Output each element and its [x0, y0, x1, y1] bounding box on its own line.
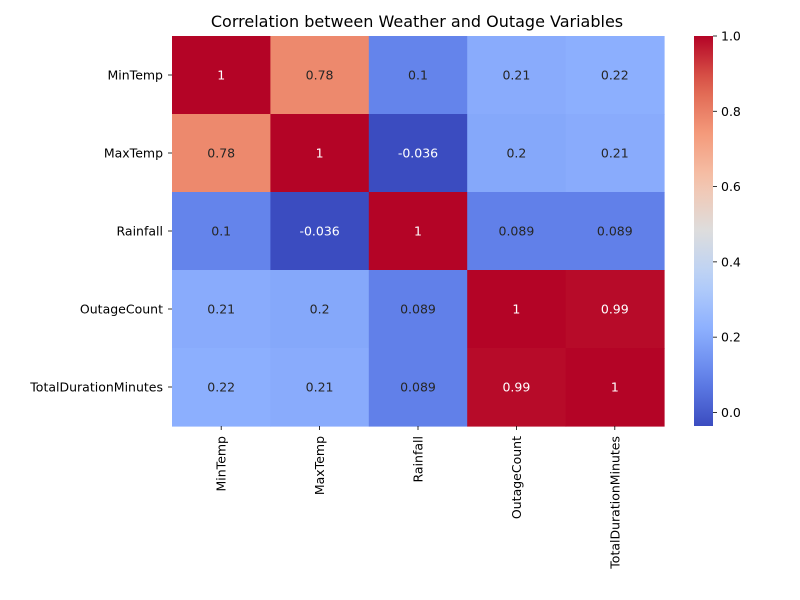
- y-axis-ticks: MinTemp MaxTemp Rainfall OutageCount TotalDu…: [29, 68, 172, 395]
- cell-value-label: 0.089: [400, 302, 436, 317]
- heatmap-cell-MinTemp-MaxTemp: [270, 36, 370, 115]
- heatmap-cell-Rainfall-MaxTemp: [270, 192, 370, 271]
- cell-value-label: 0.089: [597, 224, 633, 239]
- heatmap-cell-MinTemp-OutageCount: [467, 36, 567, 115]
- x-axis-ticks: MinTemp MaxTemp Rainfall OutageCount TotalDu…: [214, 426, 622, 570]
- cell-value-label: 1: [217, 68, 225, 83]
- heatmap-cell-Rainfall-MinTemp: [172, 192, 271, 271]
- heatmap-cell-TotalDurationMinutes-MaxTemp: [270, 348, 370, 427]
- colorbar-tick-label: 0.6: [721, 179, 741, 194]
- heatmap-cell-Rainfall-OutageCount: [467, 192, 567, 271]
- colorbar-ticks: 0.0 0.2 0.4 0.6 0.8 1.0: [713, 29, 741, 420]
- y-tick-label: MaxTemp: [104, 146, 163, 161]
- y-tick-label: Rainfall: [117, 224, 163, 239]
- colorbar-tick-label: 1.0: [721, 29, 741, 44]
- heatmap-cell-TotalDurationMinutes-MinTemp: [172, 348, 271, 427]
- cell-value-label: 0.21: [601, 146, 629, 161]
- x-tick-label: OutageCount: [509, 436, 524, 519]
- heatmap-cell-MaxTemp-Rainfall: [368, 114, 468, 193]
- cell-value-label: 0.22: [207, 380, 235, 395]
- heatmap-cell-MinTemp-MinTemp: [172, 36, 271, 115]
- heatmap-cell-MinTemp-Rainfall: [368, 36, 468, 115]
- heatmap-cell-OutageCount-Rainfall: [368, 270, 468, 349]
- heatmap-cell-MaxTemp-MinTemp: [172, 114, 271, 193]
- x-tick-label: Rainfall: [411, 436, 426, 482]
- cell-value-label: 0.089: [499, 224, 535, 239]
- heatmap-cell-OutageCount-OutageCount: [467, 270, 567, 349]
- y-tick-label: TotalDurationMinutes: [29, 380, 163, 395]
- cell-value-label: 1: [611, 380, 619, 395]
- cell-value-label: 0.78: [306, 68, 334, 83]
- heatmap-cell-MinTemp-TotalDurationMinutes: [565, 36, 665, 115]
- chart-title: Correlation between Weather and Outage V…: [211, 12, 623, 31]
- heatmap-cell-TotalDurationMinutes-OutageCount: [467, 348, 567, 427]
- colorbar-tick-label: 0.0: [721, 405, 741, 420]
- heatmap-cell-Rainfall-TotalDurationMinutes: [565, 192, 665, 271]
- heatmap-cell-Rainfall-Rainfall: [368, 192, 468, 271]
- cell-value-label: 0.21: [502, 68, 530, 83]
- heatmap-cell-MaxTemp-OutageCount: [467, 114, 567, 193]
- heatmap-cell-OutageCount-TotalDurationMinutes: [565, 270, 665, 349]
- cell-value-label: 0.99: [502, 380, 530, 395]
- heatmap-cell-MaxTemp-MaxTemp: [270, 114, 370, 193]
- y-tick-label: MinTemp: [108, 68, 164, 83]
- cell-value-label: 0.78: [207, 146, 235, 161]
- x-tick-label: TotalDurationMinutes: [607, 436, 622, 570]
- cell-value-label: 0.2: [310, 302, 330, 317]
- heatmap-cell-OutageCount-MaxTemp: [270, 270, 370, 349]
- y-tick-label: OutageCount: [80, 302, 163, 317]
- colorbar-tick-label: 0.2: [721, 330, 741, 345]
- cell-value-label: 0.21: [207, 302, 235, 317]
- cell-value-label: 0.99: [601, 302, 629, 317]
- cell-value-label: 1: [414, 224, 422, 239]
- heatmap-cell-TotalDurationMinutes-TotalDurationMinutes: [565, 348, 665, 427]
- x-tick-label: MaxTemp: [312, 436, 327, 495]
- heatmap-cells: [172, 36, 665, 427]
- x-tick-label: MinTemp: [214, 436, 229, 492]
- cell-value-label: 0.1: [211, 224, 231, 239]
- cell-value-label: 1: [316, 146, 324, 161]
- cell-value-label: 1: [512, 302, 520, 317]
- colorbar-tick-label: 0.4: [721, 254, 741, 269]
- cell-value-labels: 1 0.78 0.1 0.21 0.220.78 1 -0.036 0.2 0.210.1 -0.…: [207, 68, 632, 395]
- colorbar: 0.0 0.2 0.4 0.6 0.8 1.0: [694, 29, 741, 426]
- heatmap-cell-OutageCount-MinTemp: [172, 270, 271, 349]
- colorbar-tick-label: 0.8: [721, 104, 741, 119]
- cell-value-label: 0.1: [408, 68, 428, 83]
- heatmap-cell-MaxTemp-TotalDurationMinutes: [565, 114, 665, 193]
- cell-value-label: 0.089: [400, 380, 436, 395]
- cell-value-label: 0.21: [306, 380, 334, 395]
- colorbar-gradient: [694, 36, 713, 426]
- cell-value-label: 0.2: [506, 146, 526, 161]
- cell-value-label: -0.036: [398, 146, 438, 161]
- heatmap-cell-TotalDurationMinutes-Rainfall: [368, 348, 468, 427]
- cell-value-label: 0.22: [601, 68, 629, 83]
- cell-value-label: -0.036: [299, 224, 339, 239]
